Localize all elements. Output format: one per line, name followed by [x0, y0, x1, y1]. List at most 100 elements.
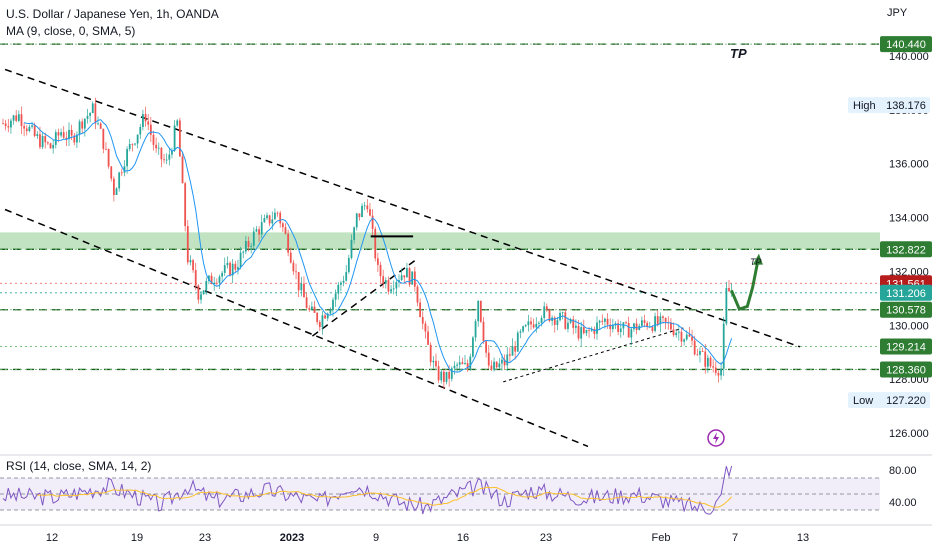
candle-body	[643, 320, 646, 323]
x-tick-label: 7	[732, 532, 738, 544]
trendline-1[interactable]	[4, 208, 589, 448]
candle-body	[577, 325, 580, 339]
candle-body	[68, 129, 70, 140]
candle-body	[419, 302, 422, 318]
candle-body	[36, 134, 39, 137]
trendline-0[interactable]	[4, 68, 801, 348]
candle-body	[281, 223, 284, 228]
candle-body	[535, 323, 538, 328]
candle-body	[33, 125, 36, 137]
candle-body	[10, 120, 12, 128]
ma-indicator-label[interactable]: MA (9, close, 0, SMA, 5)	[6, 24, 136, 38]
candle-body	[646, 322, 649, 327]
candle-body	[659, 316, 662, 325]
candle-body	[530, 321, 532, 325]
tp-large-label: TP	[730, 46, 747, 61]
candle-body	[120, 172, 123, 174]
candle-body	[574, 325, 577, 328]
candle-body	[482, 321, 485, 342]
candle-body	[680, 331, 683, 342]
candle-body	[134, 143, 136, 145]
time-axis[interactable]: 12 19 23 2023 9 16 23 Feb 7 13	[0, 524, 932, 544]
candle-body	[598, 320, 601, 323]
candle-body	[728, 288, 730, 292]
candle-body	[41, 135, 44, 148]
x-tick-label: 23	[199, 532, 211, 544]
candle-body	[464, 363, 466, 365]
candle-body	[255, 229, 258, 232]
candle-body	[474, 321, 477, 338]
candle-body	[561, 312, 564, 314]
candle-body	[295, 271, 297, 273]
rsi-indicator-label[interactable]: RSI (14, close, SMA, 14, 2)	[6, 459, 152, 473]
candle-body	[337, 284, 340, 294]
candle-body	[266, 215, 268, 219]
candle-body	[572, 319, 575, 328]
candle-body	[97, 123, 99, 125]
candle-body	[469, 356, 472, 369]
candle-body	[128, 144, 131, 150]
candle-body	[178, 120, 181, 157]
hl-label: High	[853, 100, 876, 112]
candle-body	[215, 282, 218, 284]
candle-body	[511, 346, 514, 356]
candle-body	[538, 322, 540, 324]
price-tag-1[interactable]	[880, 241, 932, 258]
candle-body	[384, 280, 387, 284]
candle-body	[136, 134, 139, 144]
candle-body	[157, 147, 160, 149]
projection-arrow-head	[752, 253, 763, 265]
x-tick-label: 12	[46, 532, 58, 544]
candle-body	[376, 258, 379, 265]
candle-body	[105, 148, 107, 150]
candle-body	[260, 222, 263, 235]
candle-body	[683, 339, 686, 342]
price-tag-5[interactable]	[880, 338, 932, 355]
candle-body	[239, 252, 242, 268]
candle-body	[382, 276, 385, 284]
candle-body	[466, 363, 469, 369]
candle-body	[548, 309, 551, 321]
candle-body	[400, 275, 403, 281]
candle-body	[392, 288, 395, 290]
candle-body	[308, 308, 311, 310]
rsi-pane[interactable]	[0, 454, 932, 515]
price-tag-text: 128.360	[886, 364, 926, 376]
trendline-2[interactable]	[311, 257, 419, 337]
price-tag-text: 129.214	[886, 341, 926, 353]
price-tag-text: 130.578	[886, 305, 926, 317]
candle-body	[91, 103, 94, 114]
tp-small-label: TP	[750, 257, 762, 267]
candle-body	[189, 260, 192, 263]
candle-body	[627, 323, 630, 338]
candle-body	[310, 306, 313, 310]
low-tag	[848, 392, 930, 409]
trendline-3[interactable]	[503, 327, 684, 383]
candle-body	[334, 293, 337, 300]
candle-body	[461, 362, 464, 365]
candle-body	[147, 121, 150, 125]
candle-body	[532, 324, 535, 328]
price-tag-0[interactable]	[880, 36, 932, 53]
candle-body	[709, 357, 712, 367]
x-tick-label: 19	[131, 532, 143, 544]
lightning-icon[interactable]	[707, 429, 725, 447]
price-tag-6[interactable]	[880, 361, 932, 378]
candle-body	[181, 156, 184, 184]
candle-body	[458, 362, 461, 365]
candle-body	[303, 283, 305, 298]
candle-body	[186, 226, 189, 263]
price-tag-3[interactable]	[880, 284, 932, 301]
candle-body	[321, 315, 324, 328]
candle-body	[567, 322, 569, 329]
candle-body	[152, 134, 155, 145]
candle-body	[437, 366, 440, 381]
candle-body	[588, 329, 590, 331]
candle-body	[332, 299, 334, 311]
price-tag-4[interactable]	[880, 301, 932, 318]
candle-body	[165, 159, 168, 161]
candle-body	[590, 328, 593, 331]
candle-body	[527, 321, 530, 326]
candle-body	[427, 331, 429, 345]
